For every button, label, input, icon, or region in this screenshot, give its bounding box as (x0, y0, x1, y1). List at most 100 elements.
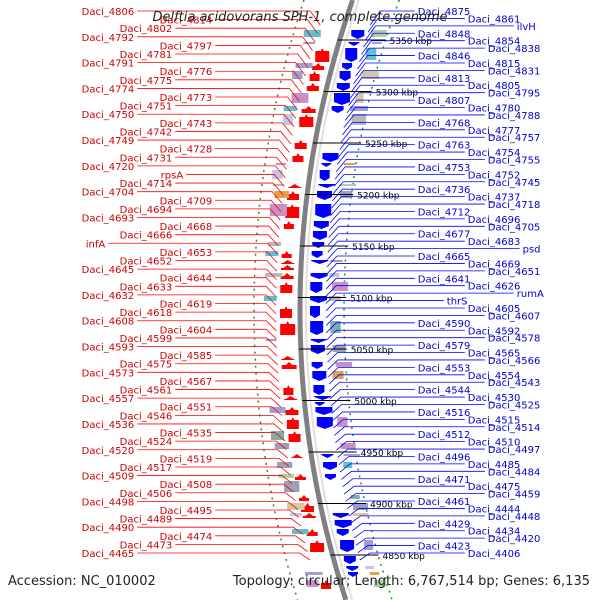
gene-label-right: Daci_4780 (468, 104, 521, 115)
backbone-arc (297, 0, 355, 600)
gene-label-right: Daci_4448 (488, 512, 541, 523)
forward-gene-arrow-7 (331, 110, 344, 113)
reverse-gene-body-33 (283, 388, 294, 395)
leader-line-left-11 (175, 105, 297, 119)
leader-line-left-7 (215, 70, 304, 85)
forward-gene-arrow-1 (348, 43, 360, 46)
forward-gene-arrow-27 (310, 332, 324, 335)
gene-label-left: Daci_4797 (160, 41, 213, 52)
leader-line-right-50 (329, 381, 485, 392)
leader-line-right-31 (327, 240, 465, 253)
forward-gene-arrow-23 (310, 276, 328, 279)
annotation-block-left-46 (290, 513, 302, 516)
leader-line-left-35 (175, 311, 277, 323)
leader-line-left-30 (137, 268, 277, 281)
forward-gene-arrow-34 (314, 397, 332, 400)
forward-gene-body-13 (319, 170, 330, 178)
forward-gene-arrow-40 (321, 455, 334, 458)
leader-line-left-18 (137, 165, 286, 179)
forward-gene-body-47 (334, 520, 352, 525)
reverse-gene-body-40 (291, 457, 303, 458)
leader-line-right-59 (337, 448, 485, 458)
gene-label-left: Daci_4489 (120, 515, 173, 526)
leader-line-right-52 (330, 396, 465, 407)
gene-label-right: Daci_4854 (468, 37, 521, 48)
gene-label-left: Daci_4490 (82, 523, 135, 534)
forward-gene-body-4 (339, 71, 351, 78)
reverse-gene-body-10 (294, 143, 307, 149)
leader-line-right-8 (353, 69, 485, 84)
annotation-block-right-4 (361, 71, 380, 79)
reverse-gene-body-49 (310, 543, 325, 552)
leader-line-left-57 (137, 500, 298, 510)
leader-line-left-58 (215, 509, 300, 518)
leader-line-left-45 (137, 397, 282, 408)
leader-line-right-26 (330, 203, 485, 216)
annotation-block-right-32 (332, 371, 344, 379)
scale-label-0: 5350 kbp (390, 37, 433, 47)
forward-gene-body-3 (342, 63, 353, 67)
leader-line-right-65 (345, 493, 485, 502)
annotation-block-left-15 (274, 191, 289, 198)
topology-text: Topology: circular; Length: 6,767,514 bp… (232, 574, 590, 589)
reverse-gene-body-14 (288, 187, 302, 188)
annotation-block-left-16 (269, 204, 287, 216)
gene-label-right: Daci_4544 (418, 386, 471, 397)
gene-label-right: rumA (517, 289, 544, 300)
annotation-block-right-25 (328, 296, 341, 301)
scale-label-6: 5050 kbp (351, 346, 394, 356)
leader-line-left-21 (137, 191, 283, 204)
gene-label-right: Daci_4461 (418, 497, 471, 508)
forward-gene-body-52 (347, 572, 358, 574)
leader-line-left-26 (175, 234, 279, 247)
forward-gene-arrow-52 (347, 574, 358, 577)
annotation-block-left-52 (305, 572, 323, 575)
leader-line-left-36 (137, 320, 277, 331)
forward-gene-arrow-48 (336, 533, 349, 536)
forward-gene-body-49 (340, 540, 355, 549)
leader-line-left-19 (186, 174, 285, 187)
scale-label-8: 4950 kbp (361, 449, 404, 459)
leader-line-right-28 (329, 218, 465, 231)
forward-gene-body-42 (324, 474, 336, 477)
forward-gene-arrow-14 (318, 185, 336, 188)
annotation-block-left-13 (272, 170, 283, 179)
gene-label-right: Daci_4795 (488, 89, 541, 100)
leader-line-left-62 (175, 543, 308, 552)
reverse-gene-body-20 (281, 254, 292, 258)
gene-label-left: Daci_4776 (160, 67, 213, 78)
gene-label-right: Daci_4406 (468, 549, 521, 560)
leader-line-left-25 (215, 225, 280, 238)
leader-line-right-35 (326, 270, 485, 282)
leader-line-left-31 (215, 277, 277, 289)
leader-line-right-56 (334, 426, 485, 436)
leader-line-left-0 (137, 10, 321, 26)
gene-label-right: Daci_4525 (488, 401, 541, 412)
leader-line-right-14 (343, 114, 485, 128)
gene-label-left: Daci_4473 (120, 540, 173, 551)
forward-gene-arrow-12 (321, 164, 332, 167)
gene-label-left: Daci_4743 (160, 119, 213, 130)
annotation-block-right-2 (365, 48, 377, 60)
reverse-gene-body-22 (280, 268, 294, 270)
leader-line-right-18 (338, 144, 415, 158)
forward-gene-arrow-3 (342, 67, 353, 70)
leader-line-left-8 (175, 79, 302, 94)
leader-line-left-17 (175, 156, 287, 170)
forward-gene-body-0 (351, 30, 365, 36)
leader-line-right-2 (365, 25, 514, 40)
leader-line-right-6 (357, 55, 415, 70)
forward-gene-arrow-15 (316, 197, 332, 200)
annotation-block-left-42 (278, 474, 295, 478)
gene-label-right: Daci_4607 (488, 311, 541, 322)
leader-line-right-27 (329, 211, 415, 224)
gene-label-right: Daci_4745 (488, 178, 541, 189)
gene-label-right: Daci_4516 (418, 408, 471, 419)
forward-gene-arrow-46 (332, 515, 349, 518)
gene-label-left: Daci_4575 (120, 360, 173, 371)
annotation-block-left-36 (269, 407, 286, 413)
gene-label-right: Daci_4718 (488, 200, 541, 211)
gene-label-left: Daci_4792 (82, 33, 135, 44)
gene-label-right: Daci_4788 (488, 111, 541, 122)
